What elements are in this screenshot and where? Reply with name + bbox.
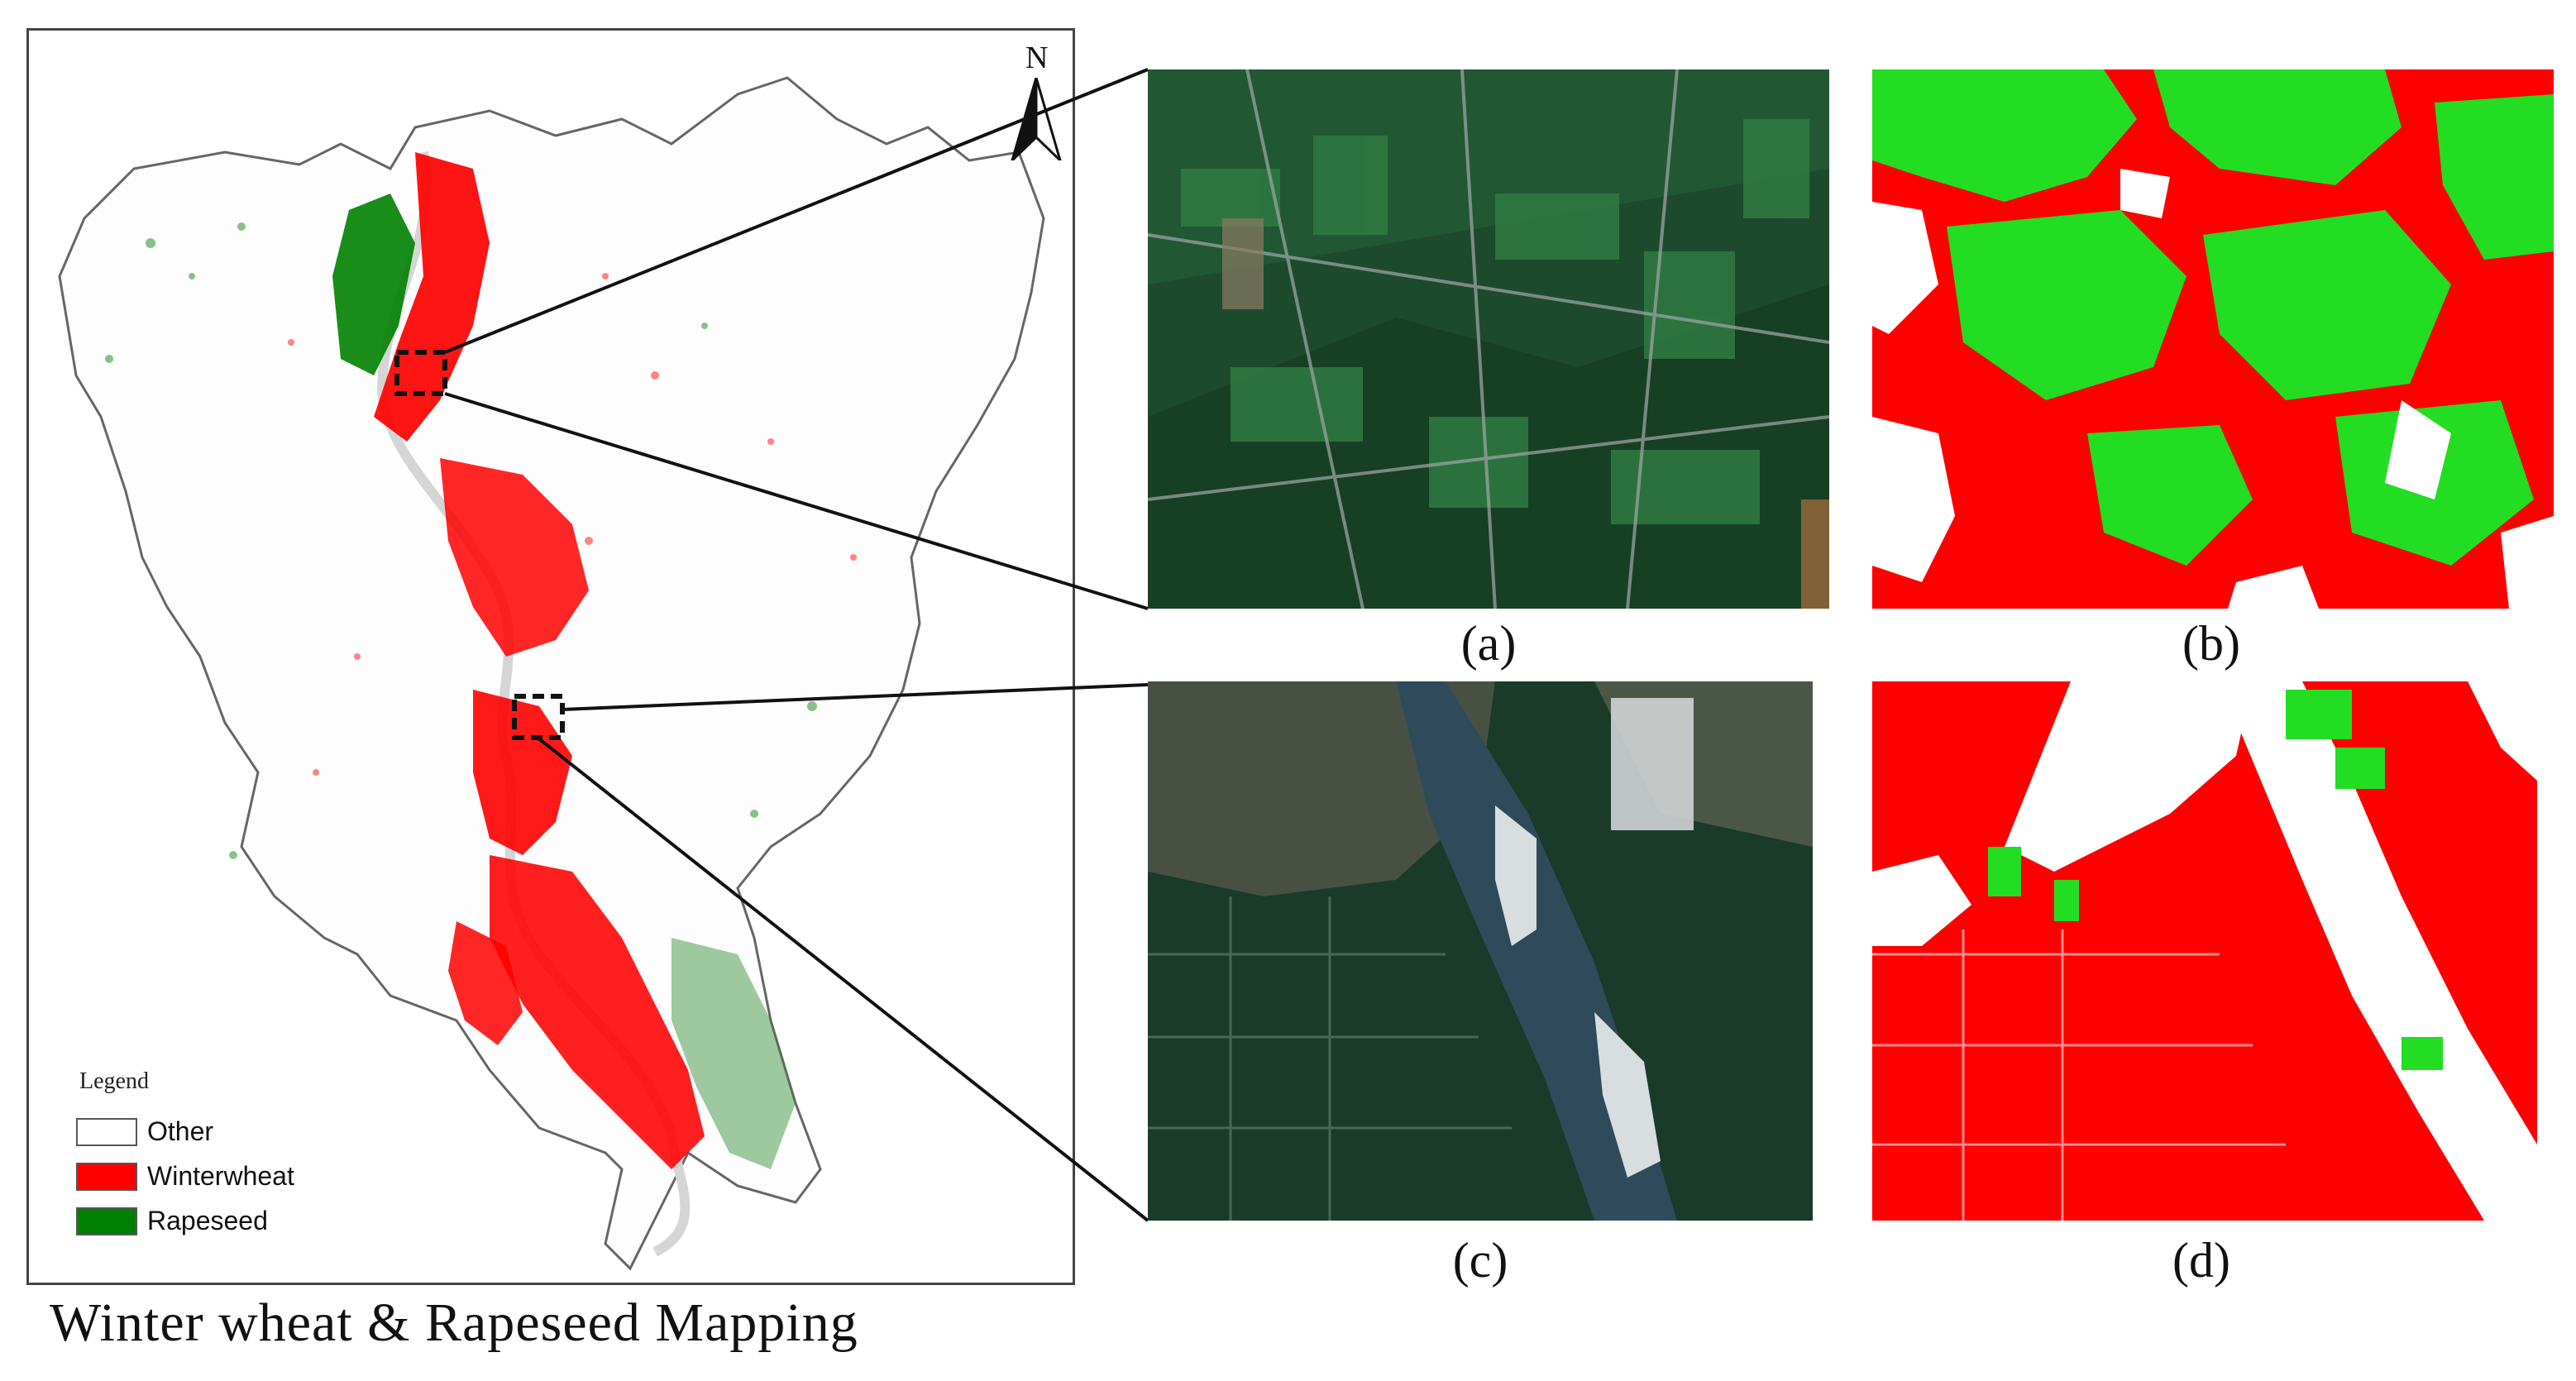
panel-b-label: (b) — [2182, 616, 2240, 671]
figure-caption: Winter wheat & Rapeseed Mapping — [50, 1293, 858, 1353]
panel-a-satellite-image — [1148, 69, 1829, 609]
region-boundary — [58, 76, 1045, 1271]
winterwheat-patch-southwest — [448, 921, 523, 1045]
winterwheat-corridor-north — [374, 152, 490, 442]
legend-swatch-rapeseed — [76, 1207, 137, 1235]
panel-d-classification-map — [1872, 681, 2537, 1221]
panel-d-label: (d) — [2172, 1233, 2230, 1288]
legend-label-winterwheat: Winterwheat — [147, 1161, 294, 1191]
winterwheat-corridor-south — [490, 855, 705, 1169]
panel-b-classification-map — [1872, 69, 2554, 609]
legend-swatch-winterwheat — [76, 1163, 137, 1191]
rapeseed-patch-west — [332, 194, 415, 375]
legend-swatch-other — [76, 1118, 137, 1146]
overview-map — [58, 76, 1045, 1271]
north-arrow-label: N — [1025, 41, 1049, 75]
scattered-speckles — [105, 222, 857, 859]
legend-label-rapeseed: Rapeseed — [147, 1206, 268, 1235]
zoom-box-upper — [394, 350, 447, 396]
rapeseed-patch-southeast — [671, 938, 796, 1169]
overview-map-frame — [26, 28, 1075, 1285]
panel-c-label: (c) — [1452, 1233, 1508, 1288]
legend-title: Legend — [79, 1068, 149, 1094]
winterwheat-corridor-center — [473, 690, 572, 855]
winterwheat-corridor-mid — [440, 458, 589, 657]
panel-c-satellite-image — [1148, 681, 1813, 1221]
legend-label-other: Other — [147, 1116, 214, 1146]
panel-a-label: (a) — [1460, 616, 1517, 671]
